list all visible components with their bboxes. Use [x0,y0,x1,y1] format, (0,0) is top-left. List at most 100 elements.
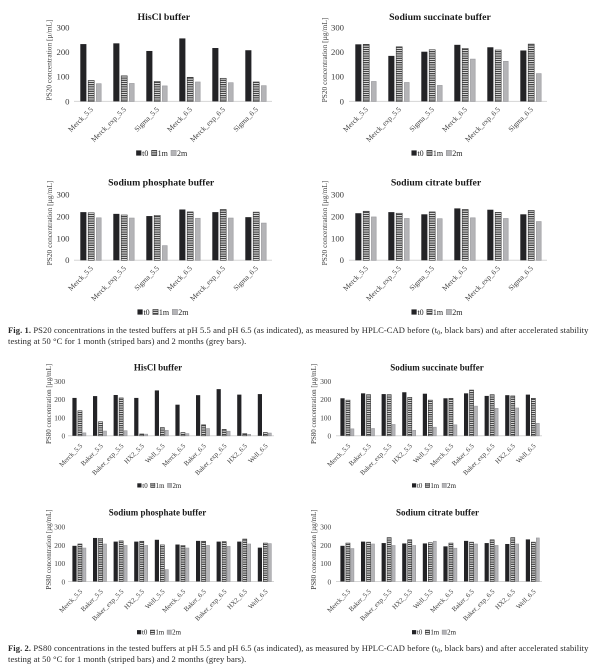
svg-text:Merck_5.5: Merck_5.5 [66,264,95,293]
svg-text:HX2_6.5: HX2_6.5 [494,442,517,465]
svg-text:200: 200 [331,47,345,57]
svg-text:Sigma_5.5: Sigma_5.5 [407,264,436,293]
svg-text:HX2_6.5: HX2_6.5 [226,442,249,465]
svg-text:0: 0 [340,96,345,106]
svg-text:0: 0 [62,577,66,586]
svg-text:Merck_6.5: Merck_6.5 [440,105,469,134]
svg-text:0: 0 [328,577,332,586]
svg-text:Merck_6.5: Merck_6.5 [440,264,469,293]
svg-text:200: 200 [56,47,70,57]
svg-text:t0: t0 [417,308,423,317]
svg-text:HisCl buffer: HisCl buffer [134,363,182,373]
svg-text:PS80 concentration [µg/mL]: PS80 concentration [µg/mL] [310,509,318,589]
svg-text:t0: t0 [417,483,423,490]
svg-text:HisCl buffer: HisCl buffer [138,12,191,23]
svg-text:Merck_exp_5.5: Merck_exp_5.5 [364,264,403,303]
svg-text:Merck_5.5: Merck_5.5 [66,105,95,134]
svg-text:Sigma_5.5: Sigma_5.5 [132,264,161,293]
svg-text:HX2_5.5: HX2_5.5 [391,588,414,611]
svg-text:2m: 2m [172,630,181,637]
svg-text:1m: 1m [158,149,169,158]
svg-text:Well_6.5: Well_6.5 [247,588,270,611]
svg-text:HX2_5.5: HX2_5.5 [391,442,414,465]
svg-text:1m: 1m [155,630,164,637]
svg-text:Sodium phosphate buffer: Sodium phosphate buffer [109,508,207,518]
svg-text:300: 300 [320,377,331,386]
svg-text:Well_6.5: Well_6.5 [515,588,538,611]
svg-text:0: 0 [65,96,70,106]
svg-text:t0: t0 [417,149,423,158]
svg-text:100: 100 [54,559,65,568]
svg-text:100: 100 [54,413,65,422]
svg-text:0: 0 [62,432,66,441]
svg-text:100: 100 [320,559,331,568]
svg-text:100: 100 [331,233,345,243]
svg-text:Merck_5.5: Merck_5.5 [341,264,370,293]
svg-text:2m: 2m [447,630,456,637]
svg-text:0: 0 [65,255,70,265]
svg-text:PS20 concentration [µg/mL]: PS20 concentration [µg/mL] [45,181,54,266]
svg-text:Sigma_5.5: Sigma_5.5 [132,105,161,134]
svg-text:Sigma_6.5: Sigma_6.5 [231,105,260,134]
svg-text:Sigma_6.5: Sigma_6.5 [506,105,535,134]
svg-text:HX2_5.5: HX2_5.5 [123,442,146,465]
svg-text:1m: 1m [430,483,439,490]
svg-text:Sodium citrate buffer: Sodium citrate buffer [391,177,482,188]
svg-text:100: 100 [56,233,70,243]
svg-text:Sigma_6.5: Sigma_6.5 [506,264,535,293]
svg-text:PS20 concentration [µg/mL]: PS20 concentration [µg/mL] [320,18,329,103]
svg-text:200: 200 [54,541,65,550]
svg-text:Merck_6.5: Merck_6.5 [165,105,194,134]
svg-text:Merck_exp_6.5: Merck_exp_6.5 [463,105,502,144]
svg-text:Well_6.5: Well_6.5 [247,442,270,465]
svg-text:Sodium succinate buffer: Sodium succinate buffer [389,12,491,23]
svg-text:200: 200 [56,211,70,221]
svg-text:Merck_exp_5.5: Merck_exp_5.5 [364,105,403,144]
svg-text:100: 100 [56,72,70,82]
svg-text:Well_6.5: Well_6.5 [515,442,538,465]
svg-text:2m: 2m [452,149,463,158]
svg-text:300: 300 [56,23,70,33]
svg-text:PS20 concentration [µg/mL]: PS20 concentration [µg/mL] [320,181,329,266]
svg-text:t0: t0 [417,630,423,637]
svg-text:300: 300 [331,23,345,33]
svg-text:1m: 1m [159,308,170,317]
svg-text:2m: 2m [452,308,463,317]
svg-text:HX2_5.5: HX2_5.5 [123,588,146,611]
svg-text:300: 300 [56,190,70,200]
svg-text:t0: t0 [142,149,148,158]
svg-text:1m: 1m [433,149,444,158]
svg-text:PS80 concentration [µg/mL]: PS80 concentration [µg/mL] [45,364,53,444]
svg-text:Merck_5.5: Merck_5.5 [341,105,370,134]
svg-text:HX2_6.5: HX2_6.5 [226,588,249,611]
svg-text:Merck_exp_5.5: Merck_exp_5.5 [89,264,128,303]
svg-text:200: 200 [320,395,331,404]
svg-text:Merck_exp_6.5: Merck_exp_6.5 [463,264,502,303]
svg-text:0: 0 [328,432,332,441]
svg-text:300: 300 [54,523,65,532]
svg-text:200: 200 [331,211,345,221]
svg-text:200: 200 [320,541,331,550]
svg-text:0: 0 [340,255,345,265]
svg-text:Sodium phosphate buffer: Sodium phosphate buffer [108,177,215,188]
svg-text:PS80 concentration [µg/mL]: PS80 concentration [µg/mL] [45,509,53,589]
svg-text:100: 100 [320,413,331,422]
svg-text:300: 300 [331,190,345,200]
svg-text:t0: t0 [142,630,148,637]
svg-text:Sigma_6.5: Sigma_6.5 [231,264,260,293]
svg-text:100: 100 [331,72,345,82]
svg-text:300: 300 [54,377,65,386]
svg-text:HX2_6.5: HX2_6.5 [494,588,517,611]
svg-text:t0: t0 [142,483,148,490]
svg-text:2m: 2m [172,483,181,490]
svg-text:200: 200 [54,395,65,404]
svg-text:1m: 1m [430,630,439,637]
svg-text:1m: 1m [156,483,165,490]
svg-text:2m: 2m [447,483,456,490]
svg-text:Merck_6.5: Merck_6.5 [165,264,194,293]
svg-text:1m: 1m [433,308,444,317]
svg-text:Sigma_5.5: Sigma_5.5 [407,105,436,134]
svg-text:Merck_exp_6.5: Merck_exp_6.5 [188,105,227,144]
svg-text:t0: t0 [143,308,149,317]
svg-text:Merck_exp_6.5: Merck_exp_6.5 [188,264,227,303]
